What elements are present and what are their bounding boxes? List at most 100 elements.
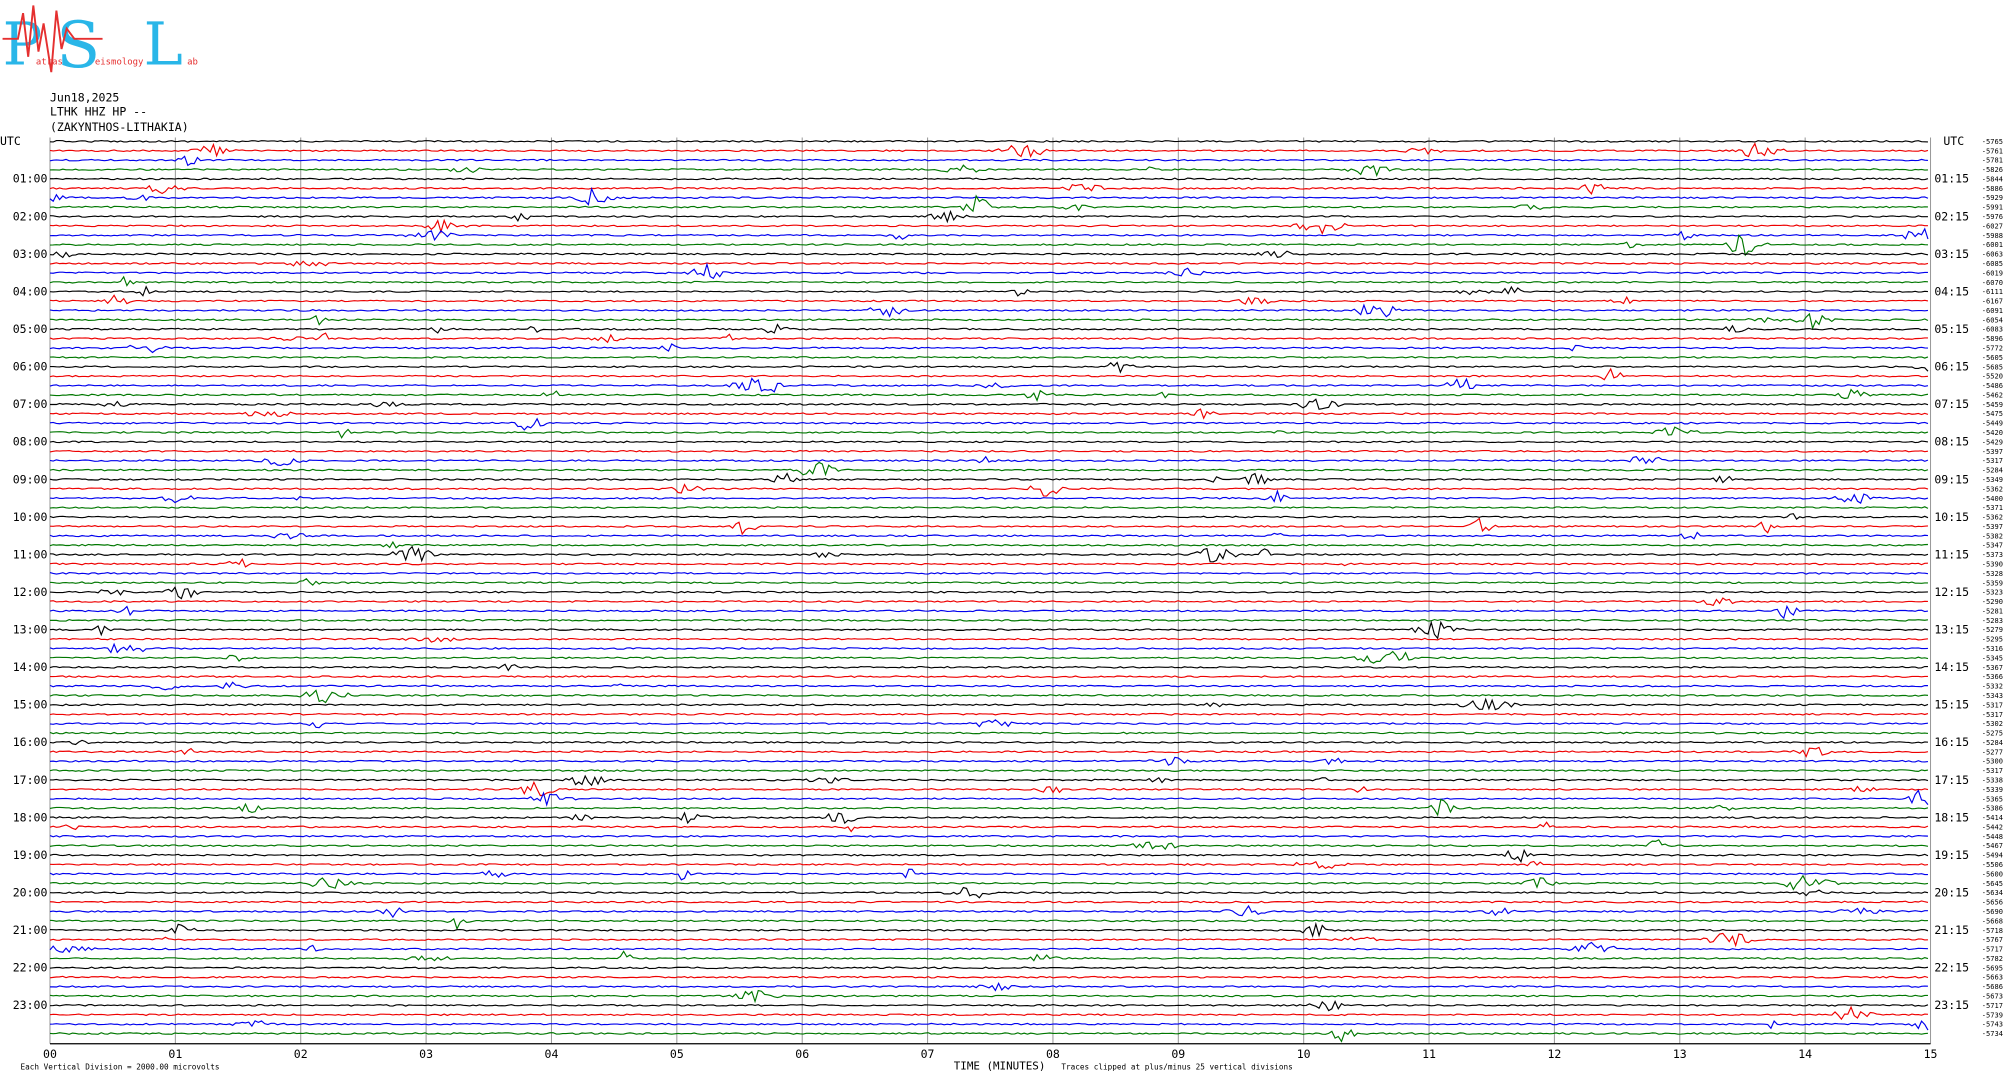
left-hour-label: 12:00 xyxy=(13,585,48,599)
trace-offset: -5663 xyxy=(1982,973,2003,982)
seismic-trace xyxy=(49,1028,1929,1043)
trace-offset: -5284 xyxy=(1982,738,2003,747)
trace-offset: -5605 xyxy=(1982,353,2003,362)
right-hour-label: 08:15 xyxy=(1934,435,1969,449)
seismic-trace xyxy=(49,275,1929,287)
left-hour-label: 16:00 xyxy=(13,735,48,749)
seismic-trace xyxy=(49,361,1929,374)
trace-offset: -5317 xyxy=(1982,456,2003,465)
seismic-trace xyxy=(49,597,1928,607)
seismic-trace xyxy=(49,183,1929,196)
seismic-trace xyxy=(49,540,1928,549)
seismic-trace xyxy=(49,839,1929,851)
trace-offset: -5896 xyxy=(1982,334,2003,343)
seismic-trace xyxy=(49,941,1928,953)
trace-offset: -5390 xyxy=(1982,560,2003,569)
trace-offset: -5345 xyxy=(1982,653,2003,662)
seismic-trace xyxy=(49,1000,1929,1012)
seismic-trace xyxy=(49,294,1929,305)
seismic-trace xyxy=(49,377,1929,393)
trace-offset: -5277 xyxy=(1982,747,2003,756)
trace-offset: -5400 xyxy=(1982,494,2003,503)
trace-offset: -5486 xyxy=(1982,381,2003,390)
seismic-trace xyxy=(49,557,1928,568)
x-tick-label: 05 xyxy=(670,1047,684,1061)
seismic-trace xyxy=(49,834,1928,838)
trace-offset: -5371 xyxy=(1982,503,2003,512)
logo: P S L atras eismology ab xyxy=(2,5,198,83)
trace-offset: -6111 xyxy=(1982,287,2003,296)
trace-offset: -5283 xyxy=(1982,616,2003,625)
seismic-trace xyxy=(49,1019,1929,1031)
seismic-trace xyxy=(49,398,1929,410)
seismic-trace xyxy=(49,332,1928,344)
left-hour-label: 21:00 xyxy=(13,923,48,937)
left-hour-label: 11:00 xyxy=(13,547,48,561)
trace-offset: -5494 xyxy=(1982,851,2003,860)
logo-letter: L xyxy=(144,9,183,78)
seismic-trace xyxy=(49,904,1928,919)
seismic-trace xyxy=(49,798,1929,817)
seismic-trace xyxy=(49,142,1929,159)
trace-offset: -5459 xyxy=(1982,400,2003,409)
seismic-trace xyxy=(49,513,1929,520)
left-hour-label: 19:00 xyxy=(13,848,48,862)
trace-offset: -5362 xyxy=(1982,513,2003,522)
trace-offset: -5290 xyxy=(1982,597,2003,606)
seismic-trace xyxy=(49,618,1929,622)
right-hour-label: 19:15 xyxy=(1934,848,1969,862)
trace-offset: -5365 xyxy=(1982,794,2003,803)
right-hour-label: 16:15 xyxy=(1934,735,1969,749)
trace-offset: -6019 xyxy=(1982,268,2003,277)
trace-offset: -5717 xyxy=(1982,945,2003,954)
seismic-trace xyxy=(49,209,1928,224)
seismic-trace xyxy=(49,312,1929,331)
right-hour-label: 20:15 xyxy=(1934,885,1969,899)
left-hour-label: 20:00 xyxy=(13,885,48,899)
seismic-trace xyxy=(49,186,1929,206)
trace-offset: -5718 xyxy=(1982,926,2003,935)
x-axis-title: TIME (MINUTES) xyxy=(954,1059,1046,1072)
left-hour-label: 01:00 xyxy=(13,172,48,186)
seismic-trace xyxy=(49,642,1928,654)
trace-offset: -6063 xyxy=(1982,250,2003,259)
trace-offset: -5772 xyxy=(1982,344,2003,353)
logo-wave xyxy=(2,5,103,73)
seismic-trace xyxy=(49,982,1928,992)
left-hour-label: 08:00 xyxy=(13,435,48,449)
trace-offset: -5414 xyxy=(1982,813,2003,822)
seismic-trace xyxy=(49,604,1929,620)
trace-offset: -6070 xyxy=(1982,278,2003,287)
seismic-trace xyxy=(49,388,1929,403)
location: (ZAKYNTHOS-LITHAKIA) xyxy=(50,120,189,134)
trace-offset: -5302 xyxy=(1982,719,2003,728)
trace-offset: -6167 xyxy=(1982,297,2003,306)
seismic-trace xyxy=(49,262,1928,280)
left-hour-label: 02:00 xyxy=(13,209,48,223)
seismic-trace xyxy=(49,234,1928,257)
right-hour-label: 01:15 xyxy=(1934,172,1969,186)
seismic-trace xyxy=(49,811,1928,825)
left-hour-label: 09:00 xyxy=(13,472,48,486)
trace-offset: -5300 xyxy=(1982,757,2003,766)
footer-division: Each Vertical Division = 2000.00 microvo… xyxy=(21,1062,220,1071)
right-hour-label: 10:15 xyxy=(1934,510,1969,524)
seismic-trace xyxy=(49,1005,1929,1021)
trace-offset: -5449 xyxy=(1982,419,2003,428)
trace-offset: -5420 xyxy=(1982,428,2003,437)
right-hour-label: 11:15 xyxy=(1934,547,1969,561)
seismic-trace xyxy=(49,517,1929,536)
seismic-trace xyxy=(49,731,1929,735)
seismic-trace xyxy=(49,164,1928,177)
seismic-trace xyxy=(49,355,1929,359)
trace-offset: -5275 xyxy=(1982,729,2003,738)
trace-offset: -5359 xyxy=(1982,578,2003,587)
seismic-trace xyxy=(49,650,1929,664)
seismic-trace xyxy=(49,506,1929,509)
right-hour-label: 12:15 xyxy=(1934,585,1969,599)
trace-offset: -6027 xyxy=(1982,221,2003,230)
date: Jun18,2025 xyxy=(50,91,119,105)
trace-offset: -5366 xyxy=(1982,672,2003,681)
seismic-trace xyxy=(49,177,1929,181)
